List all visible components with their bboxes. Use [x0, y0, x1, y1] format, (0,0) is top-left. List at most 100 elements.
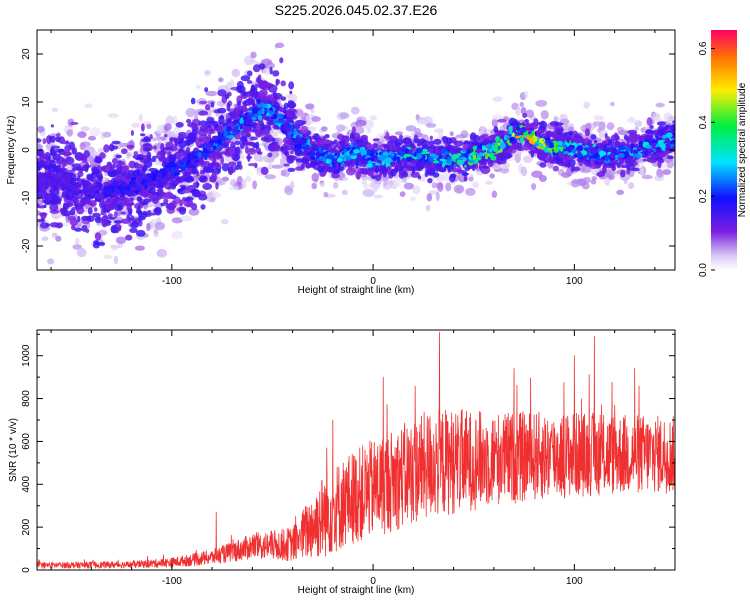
- heatmap-blob: [87, 207, 93, 215]
- heatmap-blob: [55, 133, 61, 138]
- heatmap-blob: [174, 180, 178, 184]
- heatmap-blob: [66, 156, 70, 162]
- heatmap-blob: [249, 136, 258, 141]
- heatmap-blob: [361, 179, 368, 185]
- heatmap-blob: [120, 172, 126, 177]
- heatmap-blob: [464, 167, 470, 172]
- heatmap-blob: [158, 187, 163, 195]
- heatmap-blob: [71, 147, 77, 155]
- heatmap-blob: [623, 175, 628, 185]
- heatmap-blob: [136, 172, 141, 177]
- heatmap-blob: [531, 183, 537, 191]
- heatmap-blob: [491, 114, 504, 121]
- heatmap-blob: [570, 135, 576, 143]
- heatmap-blob: [287, 167, 296, 172]
- heatmap-blob: [185, 139, 191, 147]
- heatmap-blob: [185, 196, 194, 202]
- heatmap-blob: [310, 108, 315, 114]
- heatmap-blob: [146, 223, 151, 232]
- heatmap-blob: [91, 171, 99, 179]
- heatmap-blob: [45, 194, 52, 202]
- heatmap-blob: [552, 165, 559, 172]
- heatmap-blob: [657, 170, 665, 178]
- heatmap-blob: [305, 103, 315, 110]
- heatmap-blob: [113, 255, 119, 265]
- heatmap-blob: [385, 131, 390, 141]
- heatmap-blob: [42, 138, 47, 145]
- heatmap-blob: [207, 162, 215, 167]
- heatmap-blob: [51, 107, 59, 112]
- heatmap-blob: [246, 141, 256, 146]
- heatmap-blob: [129, 221, 140, 229]
- heatmap-blob: [279, 57, 284, 64]
- heatmap-blob: [608, 139, 612, 145]
- heatmap-blob: [657, 121, 666, 126]
- heatmap-blob: [489, 173, 495, 179]
- heatmap-blob: [372, 138, 380, 142]
- heatmap-blob: [143, 143, 151, 147]
- heatmap-blob: [156, 248, 168, 258]
- heatmap-blob: [369, 115, 377, 121]
- heatmap-blob: [62, 150, 72, 157]
- heatmap-blob: [133, 162, 140, 169]
- heatmap-blob: [163, 123, 172, 131]
- heatmap-blob: [109, 244, 121, 249]
- heatmap-blob: [40, 212, 47, 220]
- heatmap-blob: [103, 254, 113, 260]
- heatmap-blob: [480, 126, 485, 131]
- heatmap-blob: [372, 182, 379, 193]
- heatmap-blob: [249, 59, 258, 64]
- heatmap-blob: [472, 181, 479, 188]
- heatmap-blob: [139, 133, 146, 137]
- heatmap-blob: [190, 97, 196, 105]
- heatmap-blob: [210, 120, 215, 124]
- heatmap-blob: [269, 66, 273, 75]
- heatmap-blob: [432, 147, 436, 153]
- heatmap-blob: [108, 216, 116, 220]
- heatmap-blob: [80, 126, 90, 132]
- heatmap-blob: [75, 166, 81, 172]
- heatmap-blob: [230, 179, 237, 187]
- heatmap-blob: [279, 157, 285, 167]
- heatmap-blob: [284, 187, 294, 196]
- heatmap-blob: [153, 207, 161, 214]
- heatmap-blob: [74, 182, 80, 186]
- heatmap-blob: [55, 155, 61, 160]
- heatmap-blob: [55, 136, 61, 143]
- heatmap-blob: [82, 183, 87, 188]
- heatmap-blob: [544, 159, 548, 164]
- heatmap-blob: [37, 138, 42, 143]
- heatmap-blob: [425, 123, 437, 128]
- spectrogram-heatmap: [37, 42, 675, 265]
- heatmap-blob: [350, 106, 360, 115]
- heatmap-blob: [146, 123, 152, 130]
- heatmap-blob: [264, 174, 277, 180]
- heatmap-blob: [60, 222, 71, 227]
- heatmap-blob: [150, 157, 157, 163]
- heatmap-blob: [124, 200, 135, 207]
- heatmap-blob: [412, 185, 421, 195]
- heatmap-blob: [577, 142, 583, 146]
- heatmap-blob: [267, 152, 273, 158]
- heatmap-blob: [134, 245, 145, 251]
- heatmap-blob: [321, 126, 328, 132]
- heatmap-blob: [230, 113, 235, 118]
- heatmap-blob: [593, 139, 598, 144]
- heatmap-blob: [355, 119, 367, 127]
- heatmap-blob: [80, 141, 91, 147]
- heatmap-blob: [455, 134, 466, 139]
- heatmap-blob: [453, 184, 465, 194]
- heatmap-blob: [135, 229, 146, 237]
- heatmap-blob: [128, 192, 135, 197]
- heatmap-blob: [382, 171, 387, 178]
- heatmap-blob: [289, 90, 293, 95]
- heatmap-blob: [204, 104, 211, 111]
- heatmap-blob: [331, 173, 341, 179]
- heatmap-blob: [333, 139, 338, 144]
- heatmap-blob: [186, 118, 191, 124]
- heatmap-blob: [388, 145, 399, 150]
- heatmap-blob: [359, 167, 370, 175]
- heatmap-blob: [610, 101, 615, 107]
- heatmap-blob: [169, 162, 175, 166]
- heatmap-blob: [271, 137, 276, 143]
